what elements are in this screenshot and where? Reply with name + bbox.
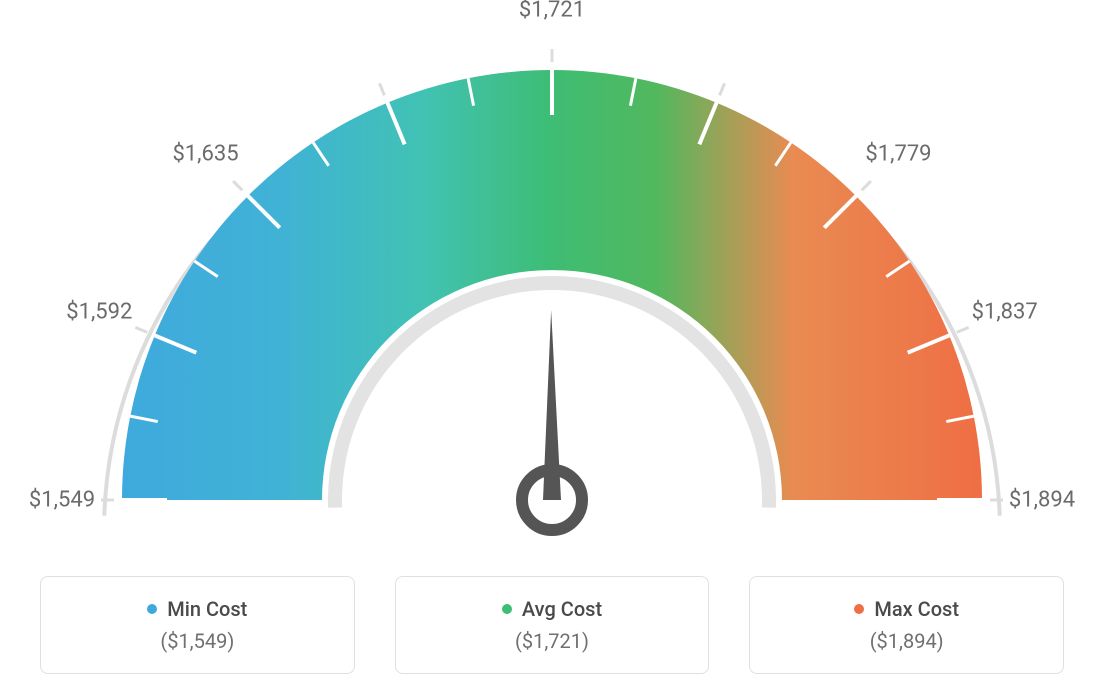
gauge-tick-label: $1,549: [29, 488, 95, 513]
legend-max-value: ($1,894): [870, 629, 944, 653]
legend-min-value: ($1,549): [160, 629, 234, 653]
legend-avg-label: Avg Cost: [522, 597, 602, 621]
gauge-tick-label: $1,837: [972, 300, 1038, 325]
legend-avg-dot: [502, 604, 512, 614]
legend-avg-value: ($1,721): [515, 629, 589, 653]
legend-row: Min Cost ($1,549) Avg Cost ($1,721) Max …: [0, 560, 1104, 690]
gauge-svg: [0, 0, 1104, 560]
gauge-tick-label: $1,779: [865, 141, 931, 166]
legend-avg-cost: Avg Cost ($1,721): [395, 576, 710, 674]
legend-max-dot: [854, 604, 864, 614]
gauge-tick-label: $1,721: [519, 0, 585, 23]
legend-max-label: Max Cost: [874, 597, 959, 621]
gauge-tick-label: $1,592: [66, 300, 132, 325]
gauge-tick-label: $1,635: [172, 141, 238, 166]
legend-min-dot: [147, 604, 157, 614]
legend-max-cost: Max Cost ($1,894): [749, 576, 1064, 674]
legend-min-label: Min Cost: [167, 597, 247, 621]
legend-min-cost: Min Cost ($1,549): [40, 576, 355, 674]
gauge-tick-label: $1,894: [1009, 488, 1075, 513]
cost-gauge-chart: $1,549 $1,592 $1,635 $1,721 $1,779 $1,837 $1,8…: [0, 0, 1104, 560]
